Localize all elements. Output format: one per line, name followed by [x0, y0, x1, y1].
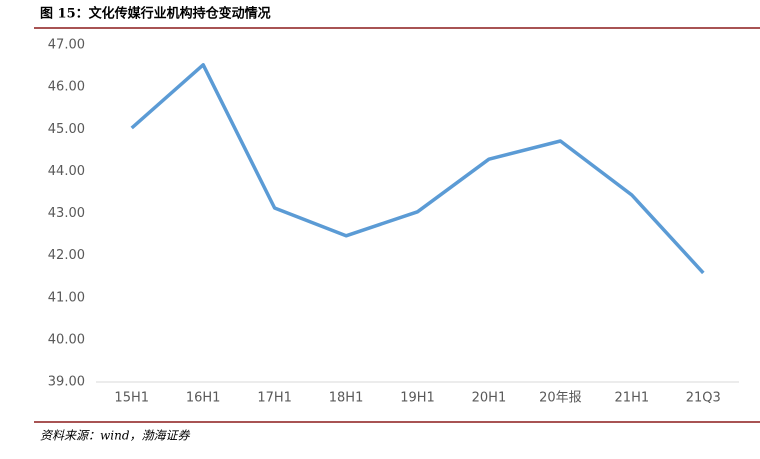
- data-line: [130, 63, 705, 275]
- y-tick-label: 47.00: [48, 38, 85, 53]
- source-note: 资料来源：wind，渤海证券: [40, 429, 191, 443]
- x-tick-label: 16H1: [186, 391, 221, 406]
- chart-title: 图 15：文化传媒行业机构持仓变动情况: [40, 6, 271, 22]
- y-tick-label: 45.00: [48, 122, 85, 137]
- x-tick-label: 20年报: [539, 391, 582, 406]
- y-tick-label: 39.00: [48, 375, 85, 390]
- x-tick-label: 17H1: [257, 391, 292, 406]
- x-tick-label: 15H1: [114, 391, 149, 406]
- x-tick-label: 21H1: [615, 391, 650, 406]
- y-tick-label: 43.00: [48, 206, 85, 221]
- x-tick-label: 19H1: [400, 391, 435, 406]
- y-tick-label: 42.00: [48, 248, 85, 263]
- y-tick-label: 40.00: [48, 332, 85, 347]
- y-tick-label: 44.00: [48, 164, 85, 179]
- x-tick-label: 20H1: [472, 391, 507, 406]
- x-tick-label: 18H1: [329, 391, 364, 406]
- x-tick-label: 21Q3: [686, 391, 721, 406]
- y-tick-label: 46.00: [48, 80, 85, 95]
- y-tick-label: 41.00: [48, 290, 85, 305]
